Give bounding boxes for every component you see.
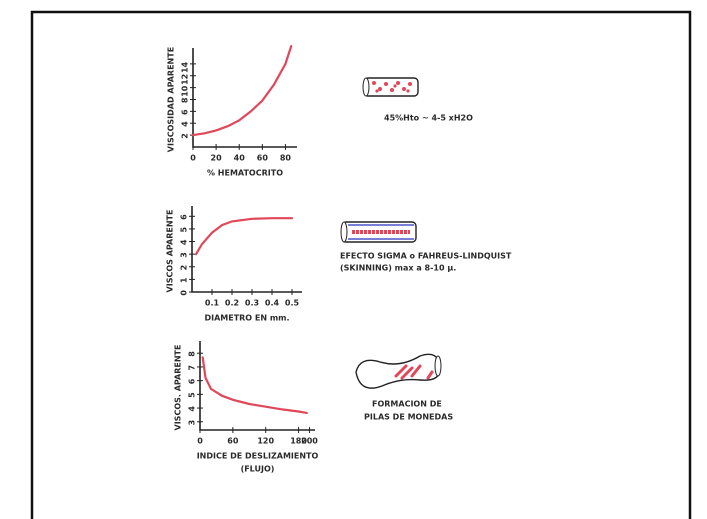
axes — [200, 341, 315, 430]
y-axis-label: VISCOS. APARENTE — [174, 345, 183, 431]
y-tick-label: 3 — [188, 420, 197, 426]
note: FORMACION DE — [372, 400, 442, 409]
curve — [193, 46, 291, 135]
y-tick-label: 2 — [181, 133, 190, 139]
x-tick-label: 0.5 — [285, 299, 300, 308]
page: 45%Hto ~ 4-5 xH2O EFECTO SIGMA o FAHREUS… — [0, 0, 707, 519]
y-tick-label: 5 — [180, 227, 189, 233]
tube-sigma — [341, 222, 416, 242]
x-axis-label: % HEMATOCRITO — [207, 169, 283, 178]
x-tick-label: 60 — [227, 437, 239, 446]
x-axis-label: DIAMETRO EN mm. — [204, 314, 289, 323]
x-tick-label: 200 — [301, 437, 318, 446]
y-tick-label: 2 — [180, 265, 189, 271]
x-tick-label: 0.1 — [205, 299, 220, 308]
y-tick-label: 7 — [188, 365, 197, 371]
x-axis-label: (FLUJO) — [241, 465, 275, 474]
note: 45%Hto ~ 4-5 xH2O — [384, 114, 473, 123]
x-tick-label: 40 — [234, 154, 246, 163]
x-tick-label: 0.4 — [265, 299, 280, 308]
y-tick-label: 14 — [181, 61, 190, 73]
curve — [203, 357, 307, 413]
rouleaux-vessel — [356, 354, 441, 388]
y-tick-label: 3 — [180, 252, 189, 258]
y-tick-label: 4 — [188, 406, 197, 412]
y-tick-label: 0 — [180, 290, 189, 296]
note: EFECTO SIGMA o FAHREUS-LINDQUIST — [340, 252, 512, 261]
x-tick-label: 0 — [197, 437, 203, 446]
y-tick-label: 8 — [181, 97, 190, 103]
x-tick-label: 80 — [280, 154, 292, 163]
y-tick-label: 6 — [180, 214, 189, 220]
x-tick-label: 0.2 — [225, 299, 239, 308]
y-axis-label: VISCOSIDAD APARENTE — [167, 47, 176, 152]
x-tick-label: 60 — [257, 154, 269, 163]
x-tick-label: 120 — [257, 437, 274, 446]
y-tick-label: 6 — [188, 378, 197, 384]
y-tick-label: 5 — [188, 392, 197, 398]
y-tick-label: 4 — [181, 121, 190, 127]
y-axis-label: VISCOS APARENTE — [166, 210, 175, 293]
x-tick-label: 0 — [190, 154, 196, 163]
x-axis-label: INDICE DE DESLIZAMIENTO — [197, 452, 319, 461]
y-tick-label: 10 — [181, 85, 190, 97]
y-tick-label: 8 — [188, 351, 197, 357]
y-tick-label: 12 — [181, 74, 190, 85]
y-tick-label: 6 — [181, 109, 190, 115]
note: PILAS DE MONEDAS — [364, 413, 453, 422]
note: (SKINNING) max a 8-10 μ. — [340, 264, 456, 273]
curve — [196, 218, 292, 254]
y-tick-label: 1 — [180, 277, 189, 283]
tube-hematocrit — [363, 78, 418, 96]
x-tick-label: 20 — [211, 154, 223, 163]
y-tick-label: 4 — [180, 239, 189, 245]
x-tick-label: 0.3 — [245, 299, 259, 308]
